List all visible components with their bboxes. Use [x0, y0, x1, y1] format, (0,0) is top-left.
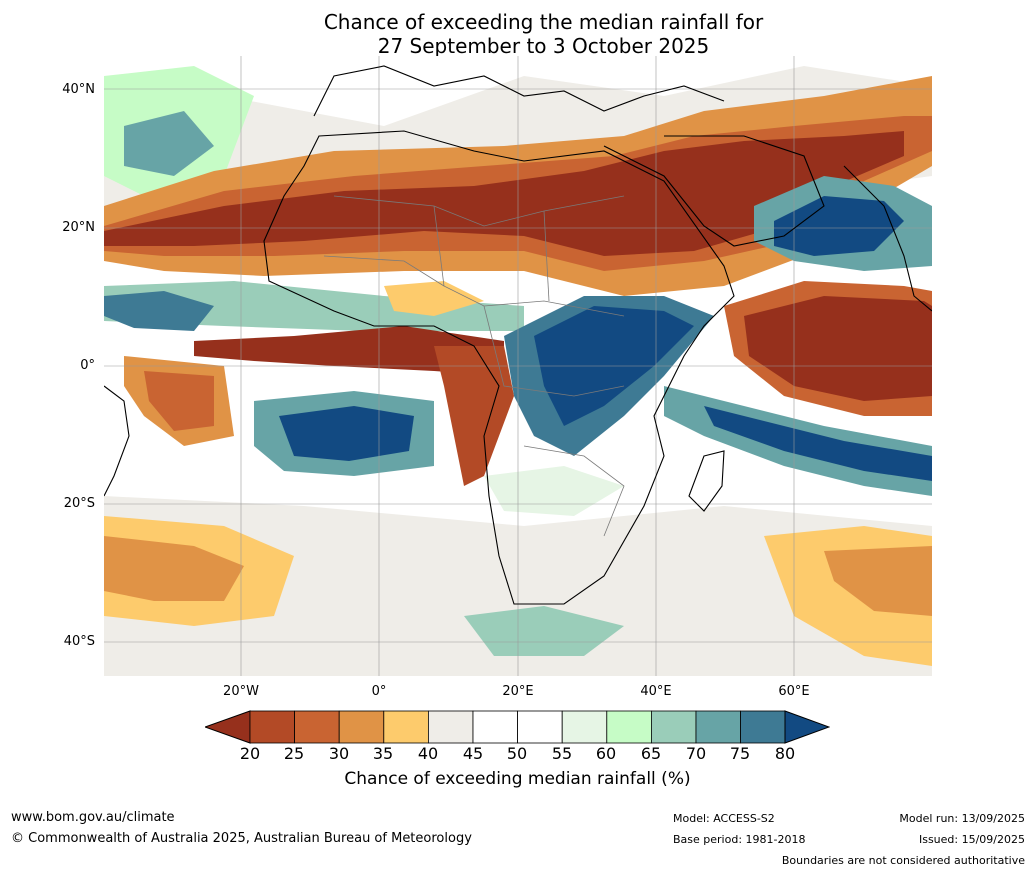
- region-blue-westatl: [104, 291, 214, 331]
- region-dry-eqatl: [144, 371, 214, 431]
- colorbar-tick-30: 30: [328, 744, 350, 763]
- colorbar-tick-35: 35: [372, 744, 394, 763]
- region-dry-indian: [744, 296, 932, 401]
- colorbar-bin-40: [427, 710, 474, 744]
- colorbar-tick-50: 50: [506, 744, 528, 763]
- footer-model-run: Model run: 13/09/2025: [899, 812, 1025, 825]
- madagascar-coastline: [688, 450, 725, 512]
- chart-title: Chance of exceeding the median rainfall …: [0, 10, 1035, 58]
- europe-coastline: [313, 65, 725, 117]
- lat-label-40n: 40°N: [62, 82, 95, 97]
- africa-coastline: [263, 130, 735, 605]
- colorbar-arrow-low: [205, 710, 251, 744]
- footer-url: www.bom.gov.au/climate: [11, 810, 175, 825]
- colorbar-bin-75: [740, 710, 786, 744]
- colorbar-bin-45: [472, 710, 518, 744]
- footer-issued: Issued: 15/09/2025: [918, 833, 1025, 846]
- lon-label-20e: 20°E: [502, 684, 534, 699]
- colorbar-bin-50: [517, 710, 563, 744]
- arabia-coastline: [603, 135, 825, 247]
- footer-disclaimer: Boundaries are not considered authoritat…: [781, 854, 1025, 867]
- region-green-sahel: [104, 281, 524, 331]
- lat-label-40s: 40°S: [63, 634, 95, 649]
- colorbar-tick-25: 25: [283, 744, 305, 763]
- colorbar-tick-60: 60: [595, 744, 617, 763]
- lat-label-0: 0°: [80, 358, 95, 373]
- footer-copyright: © Commonwealth of Australia 2025, Austra…: [11, 831, 472, 846]
- footer-base-period: Base period: 1981-2018: [673, 833, 806, 846]
- lon-label-40e: 40°E: [640, 684, 672, 699]
- region-vwet-arabian: [774, 196, 904, 256]
- colorbar-tick-65: 65: [640, 744, 662, 763]
- colorbar-tick-40: 40: [417, 744, 439, 763]
- southamerica-coastline: [104, 385, 130, 497]
- colorbar-arrow-high: [784, 710, 830, 744]
- colorbar-bin-60: [606, 710, 652, 744]
- region-vwet-satl: [279, 406, 414, 461]
- region-dry-congo: [434, 346, 514, 486]
- footer-model: Model: ACCESS-S2: [673, 812, 775, 825]
- colorbar-tick-45: 45: [462, 744, 484, 763]
- region-green-southocean: [464, 606, 624, 656]
- country-borders: [323, 195, 625, 537]
- lat-label-20n: 20°N: [62, 220, 95, 235]
- colorbar-tick-20: 20: [239, 744, 261, 763]
- map-canvas: [104, 56, 932, 676]
- title-line-2: 27 September to 3 October 2025: [377, 34, 710, 58]
- colorbar-label: Chance of exceeding median rainfall (%): [344, 769, 691, 789]
- lon-label-0: 0°: [371, 684, 387, 699]
- region-dry-ssindian: [824, 546, 932, 616]
- region-dry-ssatl: [104, 536, 244, 601]
- colorbar-tick-75: 75: [729, 744, 751, 763]
- coastlines: [104, 65, 932, 605]
- colorbar-tick-70: 70: [685, 744, 707, 763]
- colorbar-tick-80: 80: [774, 744, 796, 763]
- colorbar: [205, 710, 830, 744]
- colorbar-tick-55: 55: [551, 744, 573, 763]
- colorbar-bin-65: [650, 710, 697, 744]
- colorbar-bin-70: [695, 710, 741, 744]
- colorbar-bin-55: [561, 710, 608, 744]
- region-dry-core: [104, 131, 904, 256]
- rainfall-map: [104, 56, 932, 676]
- lat-label-20s: 20°S: [63, 496, 95, 511]
- lon-label-20w: 20°W: [223, 684, 259, 699]
- region-yellow-sahelbits: [384, 281, 484, 316]
- region-green-south: [484, 466, 624, 516]
- india-coastline: [843, 165, 932, 312]
- colorbar-bin-20: [249, 710, 295, 744]
- colorbar-bin-30: [338, 710, 385, 744]
- lon-label-60e: 60°E: [778, 684, 810, 699]
- region-vwet-sindian: [704, 406, 932, 481]
- colorbar-bin-25: [294, 710, 340, 744]
- region-teal-nw: [124, 111, 214, 176]
- region-dry-guinea: [194, 326, 504, 376]
- colorbar-bin-35: [383, 710, 429, 744]
- title-line-1: Chance of exceeding the median rainfall …: [323, 10, 764, 34]
